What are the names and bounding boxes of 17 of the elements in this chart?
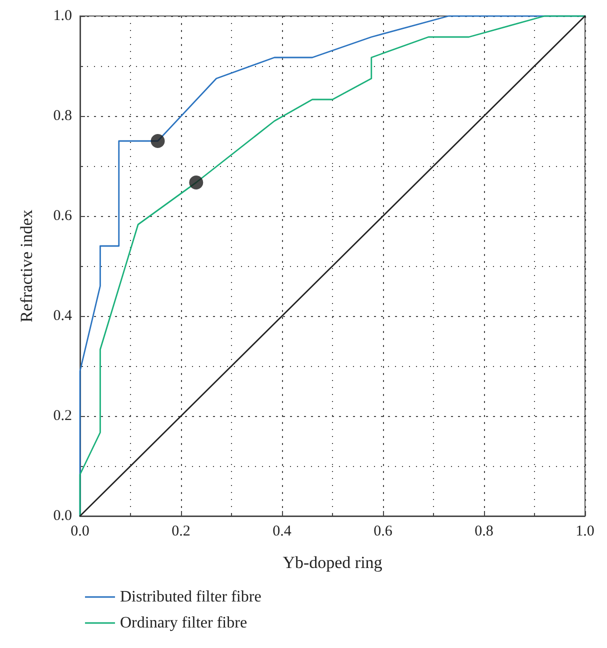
x-tick-label: 0.0 <box>70 524 90 540</box>
x-tick-label: 0.2 <box>172 524 190 540</box>
x-tick-label: 0.8 <box>474 524 494 540</box>
x-tick-label: 1.0 <box>576 524 594 540</box>
y-tick-label: 1.0 <box>53 8 72 24</box>
legend-label: Distributed filter fibre <box>120 588 262 606</box>
y-tick-label: 0.8 <box>53 108 72 124</box>
y-tick-label: 0.6 <box>53 208 72 224</box>
y-tick-label: 0.2 <box>53 408 72 424</box>
x-axis-title: Yb-doped ring <box>282 553 383 572</box>
x-tick-label: 0.4 <box>272 524 292 540</box>
line-series <box>79 15 586 517</box>
y-tick-label: 0.4 <box>53 308 72 324</box>
legend-label: Ordinary filter fibre <box>120 614 248 632</box>
x-tick-label: 0.6 <box>374 524 393 540</box>
y-axis-title: Refractive index <box>17 209 36 322</box>
y-tick-label: 0.0 <box>53 508 72 524</box>
